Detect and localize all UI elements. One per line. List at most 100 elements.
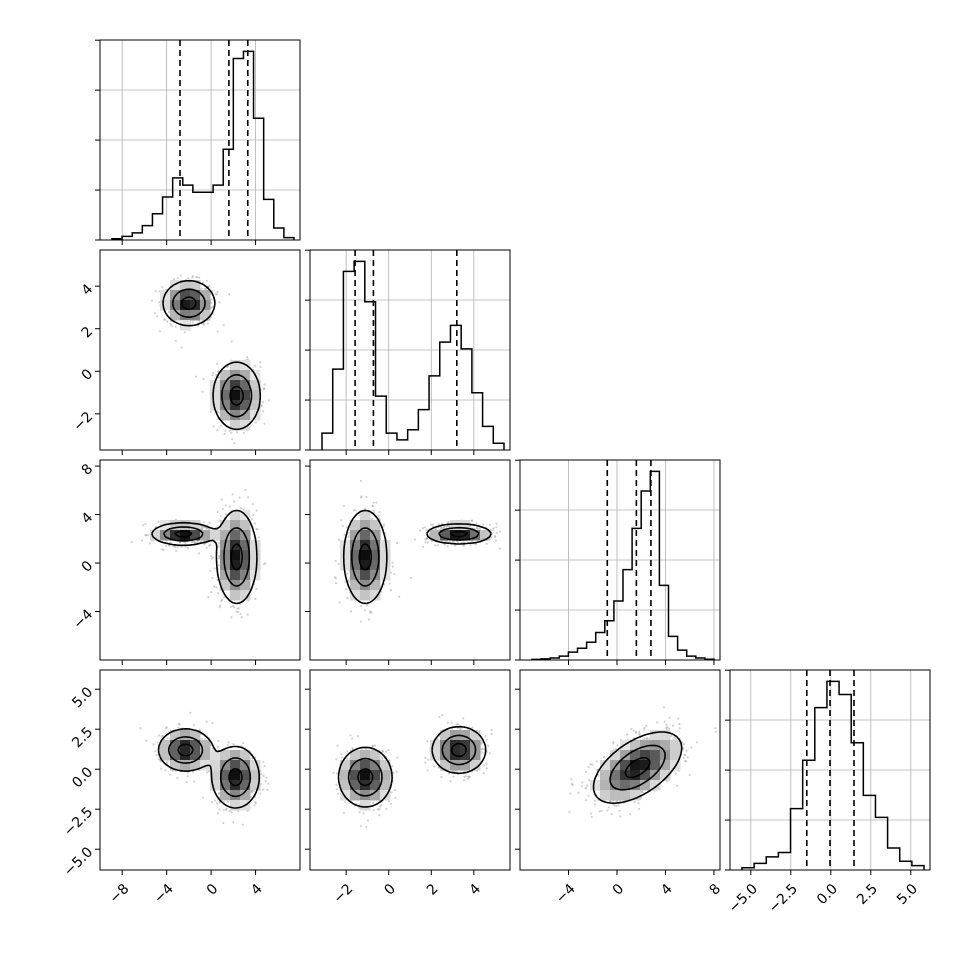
sample-point	[175, 549, 178, 553]
sample-point	[432, 523, 435, 526]
sample-point	[577, 791, 580, 794]
sample-point	[219, 424, 222, 427]
density-cell	[210, 750, 221, 761]
sample-point	[251, 790, 254, 793]
density-cell	[180, 300, 191, 311]
sample-point	[264, 562, 267, 565]
sample-point	[172, 278, 175, 281]
density-cell	[360, 520, 371, 531]
sample-point	[230, 616, 233, 619]
sample-point	[413, 538, 417, 541]
density-cell	[170, 750, 181, 761]
sample-point	[395, 541, 399, 545]
scatter-panel-p2-p3	[568, 706, 717, 819]
sample-point	[335, 758, 338, 761]
sample-point	[205, 546, 208, 549]
density-cell	[170, 280, 181, 291]
sample-point	[378, 517, 381, 520]
sample-point	[195, 275, 198, 278]
sample-point	[207, 770, 210, 773]
density-cell	[240, 590, 251, 601]
sample-point	[179, 274, 182, 277]
density-cell	[250, 770, 261, 781]
density-cell	[200, 530, 211, 541]
sample-point	[150, 299, 154, 302]
sample-point	[359, 479, 363, 482]
sample-point	[695, 741, 699, 744]
sample-point	[436, 544, 439, 547]
sample-point	[262, 387, 266, 390]
density-cell	[180, 290, 191, 301]
sample-point	[366, 604, 369, 607]
sample-point	[346, 757, 349, 761]
sample-point	[360, 496, 363, 499]
sample-point	[176, 545, 179, 549]
sample-point	[212, 425, 215, 428]
sample-point	[200, 525, 203, 528]
density-cell	[210, 780, 221, 791]
sample-point	[193, 541, 196, 544]
contour-line	[347, 734, 477, 797]
sample-point	[230, 431, 233, 434]
sample-point	[425, 528, 428, 532]
density-cell	[210, 770, 221, 781]
sample-point	[364, 747, 367, 751]
sample-point	[192, 540, 195, 543]
density-cell	[350, 580, 361, 591]
density-cell	[360, 570, 371, 581]
sample-point	[486, 744, 490, 747]
sample-point	[447, 520, 450, 524]
sample-point	[389, 589, 392, 592]
density-cell	[240, 560, 251, 571]
density-cell	[230, 410, 241, 421]
sample-point	[185, 780, 188, 784]
sample-point	[239, 507, 243, 510]
sample-point	[217, 557, 220, 560]
density-cell	[430, 740, 441, 751]
sample-point	[167, 310, 171, 314]
sample-point	[187, 277, 190, 280]
sample-point	[342, 504, 345, 508]
sample-point	[254, 421, 257, 424]
sample-point	[393, 788, 397, 792]
density-cell	[230, 560, 241, 571]
density-cell	[440, 760, 451, 771]
sample-point	[239, 612, 242, 616]
sample-point	[223, 432, 226, 436]
sample-point	[367, 618, 371, 621]
scatter-panel-p0-p3	[139, 711, 270, 826]
sample-point	[370, 517, 374, 521]
sample-point	[382, 525, 385, 528]
sample-point	[372, 509, 375, 512]
sample-point	[158, 301, 161, 304]
density-cell	[430, 750, 441, 761]
sample-point	[495, 522, 498, 525]
density-cell	[220, 380, 231, 391]
density-cell	[370, 760, 381, 771]
sample-point	[387, 748, 390, 752]
sample-point	[130, 541, 133, 544]
density-cell	[240, 390, 251, 401]
density-cell	[190, 530, 201, 541]
density-cell	[220, 550, 231, 561]
sample-point	[164, 727, 168, 730]
sample-point	[394, 796, 397, 800]
sample-point	[336, 744, 339, 747]
density-cell	[350, 760, 361, 771]
sample-point	[470, 519, 474, 522]
sample-point	[488, 523, 492, 526]
density-cell	[370, 560, 381, 571]
density-cell	[350, 530, 361, 541]
sample-point	[213, 585, 216, 588]
sample-point	[217, 370, 220, 373]
sample-point	[467, 775, 470, 778]
sample-point	[338, 601, 341, 604]
sample-point	[211, 747, 214, 750]
sample-point	[340, 519, 343, 522]
sample-point	[178, 723, 181, 726]
sample-point	[423, 526, 427, 529]
density-cell	[460, 740, 471, 751]
sample-point	[485, 738, 488, 741]
sample-point	[156, 741, 159, 744]
sample-point	[445, 525, 448, 528]
